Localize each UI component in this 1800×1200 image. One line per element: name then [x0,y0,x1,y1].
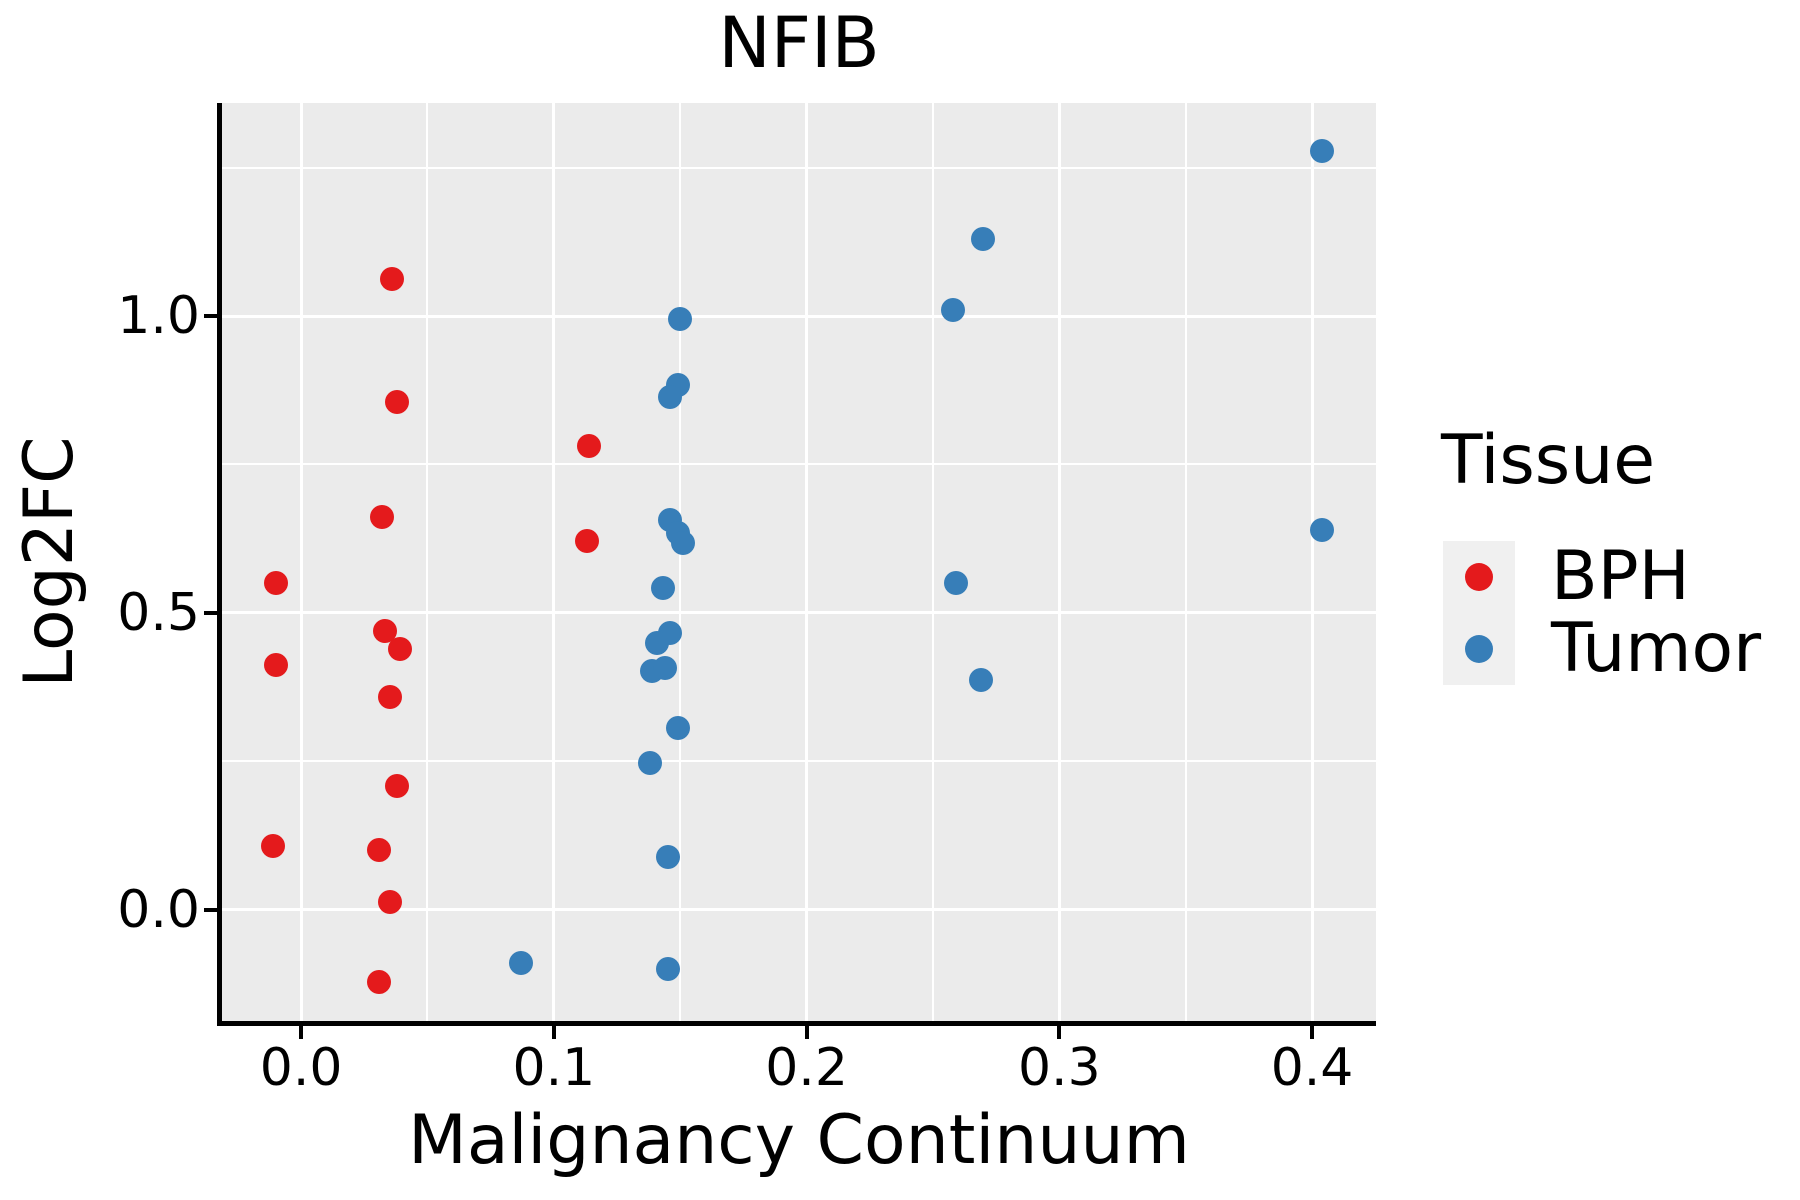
y-major-gridline [222,908,1376,912]
x-axis-line [217,1021,1376,1026]
y-axis-title: Log2FC [10,436,89,688]
legend-label-tumor: Tumor [1551,609,1762,688]
x-minor-gridline [1184,103,1187,1021]
y-tick-label: 0.0 [117,879,200,940]
data-point-tumor [650,576,675,601]
legend-label-bph: BPH [1551,537,1690,616]
legend-title: Tissue [1441,421,1656,500]
y-major-gridline [222,314,1376,318]
data-point-tumor [1310,517,1335,542]
data-point-tumor [653,656,678,681]
data-point-tumor [655,957,680,982]
data-point-bph [380,267,405,292]
x-tick-label: 0.3 [1017,1038,1101,1098]
x-major-gridline [552,103,556,1021]
data-point-tumor [968,667,993,692]
x-tick [1057,1026,1062,1039]
data-point-tumor [971,226,996,251]
x-minor-gridline [679,103,682,1021]
data-point-bph [385,774,410,799]
x-tick-label: 0.0 [259,1038,343,1098]
data-point-tumor [665,715,690,740]
x-minor-gridline [426,103,429,1021]
data-point-tumor [658,385,683,410]
data-point-tumor [637,751,662,776]
x-tick [1310,1026,1315,1039]
x-tick [299,1026,304,1039]
legend-key-tumor [1443,613,1515,685]
data-point-bph [263,653,288,678]
data-point-bph [385,389,410,414]
y-tick [204,314,217,318]
data-point-bph [377,889,402,914]
x-tick-label: 0.2 [765,1038,848,1098]
legend-key-bph [1443,541,1515,613]
data-point-bph [574,528,599,553]
data-point-bph [387,637,412,662]
data-point-bph [577,434,602,459]
x-tick-label: 0.4 [1270,1038,1354,1098]
data-point-bph [377,685,402,710]
data-point-bph [367,837,392,862]
y-minor-gridline [222,760,1376,763]
y-tick-label: 0.5 [117,582,200,643]
x-major-gridline [299,103,303,1021]
x-axis-title: Malignancy Continuum [408,1101,1190,1180]
data-point-tumor [670,530,695,555]
y-tick [204,610,217,615]
data-point-tumor [668,306,693,331]
y-axis-line [217,103,222,1026]
plot-title: NFIB [718,2,880,84]
data-point-tumor [943,571,968,596]
x-major-gridline [1310,103,1314,1021]
legend-item-bph: BPH [1443,541,1690,613]
data-point-bph [261,834,286,859]
x-tick [551,1026,556,1039]
data-point-bph [369,504,394,529]
y-minor-gridline [222,463,1376,466]
data-point-tumor [655,844,680,869]
x-major-gridline [1057,103,1061,1021]
data-point-bph [263,570,288,595]
y-major-gridline [222,611,1376,615]
data-point-tumor [1310,139,1335,164]
x-minor-gridline [931,103,934,1021]
data-point-bph [367,969,392,994]
y-minor-gridline [222,166,1376,169]
bph-dot-icon [1465,563,1493,591]
x-tick-label: 0.1 [512,1038,596,1098]
legend-item-tumor: Tumor [1443,613,1761,685]
y-tick-label: 1.0 [117,286,200,346]
x-tick [804,1026,809,1039]
data-point-tumor [645,631,670,656]
plot-panel [222,103,1376,1021]
data-point-tumor [941,298,966,323]
tumor-dot-icon [1465,635,1493,663]
y-tick [204,907,217,912]
x-major-gridline [805,103,809,1021]
data-point-tumor [508,951,533,976]
